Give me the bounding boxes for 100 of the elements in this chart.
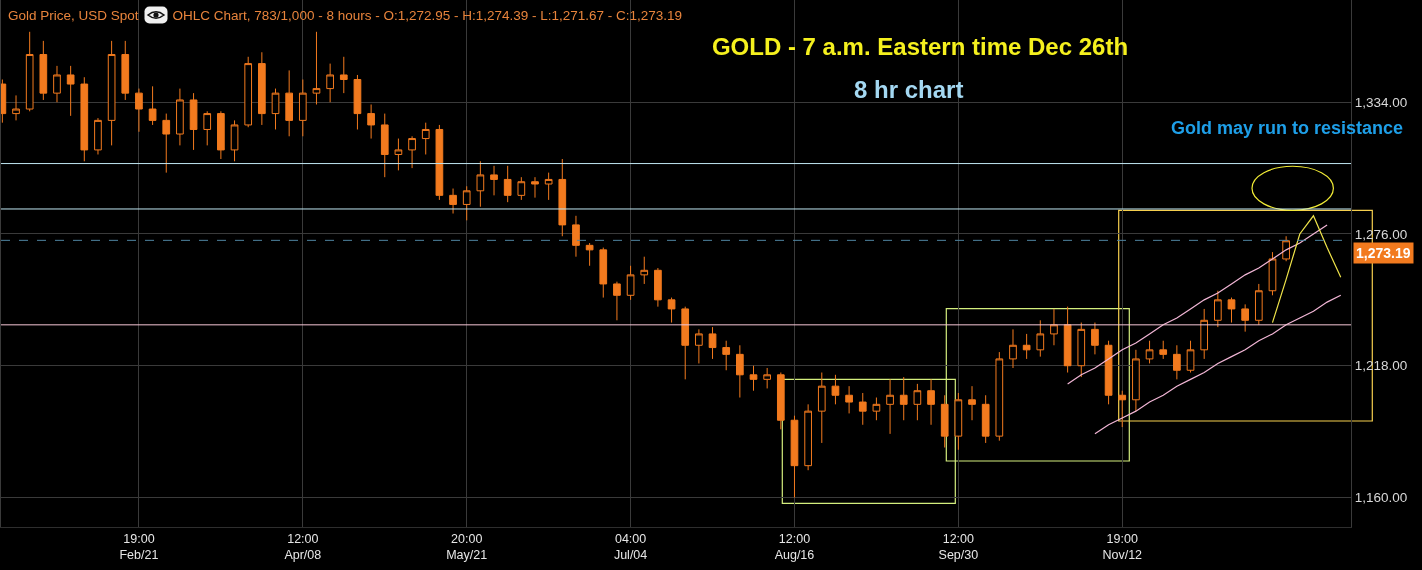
candlestick [968,385,976,421]
candlestick [217,110,225,160]
candlestick [913,383,922,421]
candlestick [790,415,799,498]
candlestick [339,56,348,94]
candlestick [1132,349,1140,412]
annotation: Gold may run to resistance [1171,118,1404,138]
annotation: Gold Price, USD Spot [8,7,139,23]
candlestick [203,110,212,146]
candlestick [776,372,785,430]
candlestick [1063,306,1072,374]
candlestick [394,138,403,171]
candlestick [80,76,89,162]
candlestick [722,340,731,371]
candlestick [435,124,444,201]
candlestick [1254,283,1263,326]
candlestick [599,247,608,299]
candlestick [1091,322,1099,355]
candlestick [189,92,198,151]
line-series [1271,215,1342,324]
y-tick-label: 1,160.00 [1354,490,1408,506]
candlestick [736,344,744,399]
candlestick [981,394,990,444]
candlestick [1200,308,1209,360]
candlestick [1282,235,1290,262]
x-tick-label: 12:00 Apr/08 [284,532,322,563]
candlestick [312,31,321,105]
x-tick-label: 12:00 Aug/16 [774,532,815,563]
candlestick [613,281,621,321]
candlestick [749,365,758,392]
candlestick [53,65,61,103]
text: GOLD - 7 a.m. Eastern time Dec 26th [711,33,1129,61]
candlestick [654,267,662,308]
candlestick [1241,303,1249,333]
candlestick [121,40,130,101]
candlestick [817,372,826,444]
candlestick [490,165,498,196]
candlestick [1214,290,1222,328]
candlestick [421,122,430,155]
candlestick [66,65,75,117]
candlestick [1159,340,1168,360]
candlestick [872,397,881,421]
candlestick [899,376,908,421]
candlestick [449,188,457,215]
candlestick [380,113,389,178]
candlestick [326,63,334,103]
candlestick [572,215,580,258]
candlestick [681,306,690,380]
x-tick-label: 04:00 Jul/04 [613,532,648,563]
candlestick [1050,308,1058,346]
candlestick [695,328,703,364]
candlestick [244,56,253,128]
candlestick [667,297,676,324]
candlestick [285,69,294,137]
candlestick [1268,251,1277,296]
candlestick [886,378,894,435]
x-tick-label: 12:00 Sep/30 [938,532,979,563]
candlestick [804,403,812,471]
candlestick [25,31,34,112]
candlestick [353,74,362,130]
candlestick [271,88,280,130]
candlestick [640,256,649,285]
candlestick [230,119,239,162]
candlestick [831,374,840,405]
candlestick [1145,340,1154,364]
candlestick [1173,344,1181,380]
candlestick [462,185,471,221]
candlestick [626,265,635,301]
candlestick [298,79,307,137]
x-tick-label: 19:00 Nov/12 [1102,532,1143,563]
candlestick [1022,333,1031,360]
candlestick [763,367,772,389]
candlestick [107,40,116,146]
x-tick-label: 20:00 May/21 [446,532,488,563]
candlestick [258,51,266,126]
candlestick [1186,340,1195,374]
candlestick [531,176,539,199]
candlestick [12,94,20,121]
candlestick [558,158,567,237]
candlestick [995,351,1004,442]
candlestick [1009,328,1017,369]
candlestick [148,85,157,126]
x-tick-label: 19:00 Feb/21 [119,532,159,563]
line-series [1067,224,1328,385]
candlestick [1077,322,1086,378]
ref-line-label: 1,273.19 [1356,245,1411,261]
candlestick [503,165,512,203]
candlestick [845,385,853,414]
candlestick [1118,390,1127,428]
candlestick [708,326,717,360]
y-tick-label: 1,334.00 [1354,94,1408,110]
line-series [1094,294,1342,435]
annotation: OHLC Chart, 783/1,000 - 8 hours - O:1,272.95 - H:1,274.39 - L:1,271.67 - C:1,273.19 [172,7,683,23]
candlestick [367,103,375,140]
candlestick [408,135,416,169]
candlestick [517,176,526,201]
candlestick [940,394,949,448]
candlestick [927,378,935,426]
candlestick [954,392,963,451]
candlestick [94,117,102,155]
